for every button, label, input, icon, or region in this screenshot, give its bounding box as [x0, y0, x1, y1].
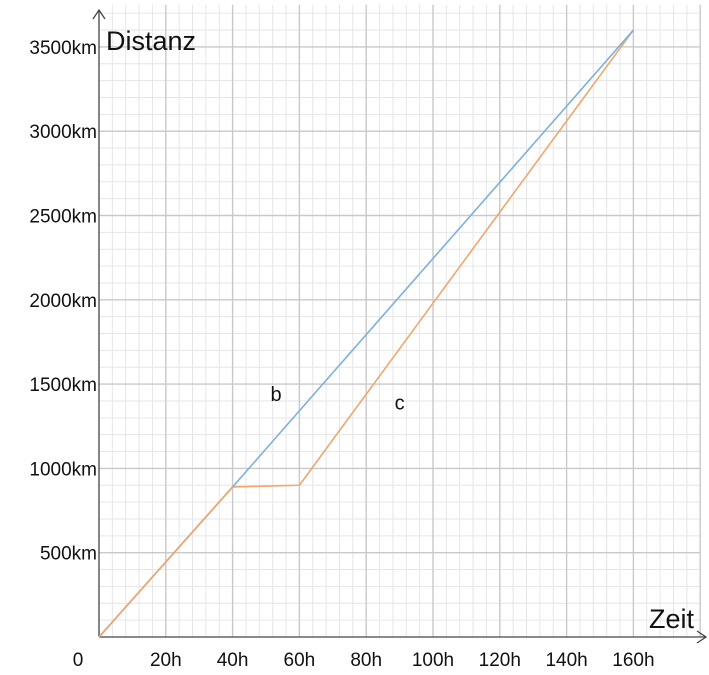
labels: 20h 40h 60h 80h 100h 120h 140h 160h 500km 1000km 1… — [29, 26, 694, 671]
series-line-c-shared-segment — [98, 486, 234, 638]
x-axis-arrow — [696, 630, 708, 644]
y-axis-arrow — [92, 8, 106, 20]
series-label-b: b — [270, 384, 281, 406]
y-tick-label: 3500km — [29, 38, 97, 59]
y-tick-label: 1000km — [29, 459, 97, 480]
y-tick-label: 500km — [40, 544, 97, 565]
y-axis-title: Distanz — [106, 26, 196, 56]
y-tick-label: 3000km — [29, 122, 97, 143]
origin-label: 0 — [73, 650, 84, 671]
x-axis-title: Zeit — [649, 604, 695, 634]
series-lines — [98, 29, 635, 638]
y-tick-label: 2000km — [29, 291, 97, 312]
series-label-c: c — [395, 392, 405, 414]
x-tick-label: 160h — [612, 650, 654, 671]
y-tick-label: 1500km — [29, 375, 97, 396]
x-tick-label: 140h — [545, 650, 587, 671]
axes — [92, 8, 708, 644]
x-tick-label: 100h — [412, 650, 454, 671]
x-tick-label: 80h — [350, 650, 382, 671]
x-tick-label: 60h — [284, 650, 316, 671]
x-tick-label: 120h — [479, 650, 521, 671]
x-tick-label: 20h — [150, 650, 182, 671]
grid — [99, 4, 701, 637]
x-tick-label: 40h — [217, 650, 249, 671]
y-tick-label: 2500km — [29, 207, 97, 228]
